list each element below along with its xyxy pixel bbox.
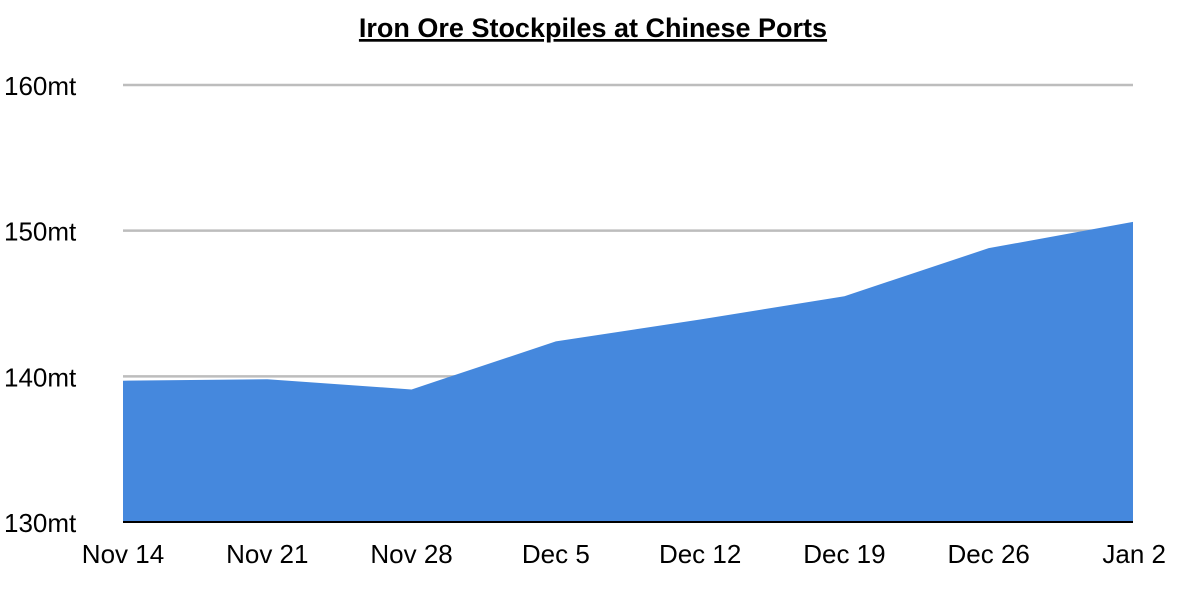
x-tick-label-nov-28: Nov 28: [370, 539, 452, 569]
x-tick-label-dec-19: Dec 19: [803, 539, 885, 569]
x-tick-label-jan-2: Jan 2: [1102, 539, 1166, 569]
plot-area: [120, 219, 1136, 522]
y-axis-tick-labels: 130mt 140mt 150mt 160mt: [4, 71, 77, 538]
x-tick-label-dec-26: Dec 26: [948, 539, 1030, 569]
x-tick-label-nov-21: Nov 21: [226, 539, 308, 569]
x-tick-label-dec-5: Dec 5: [522, 539, 590, 569]
x-tick-label-nov-14: Nov 14: [82, 539, 164, 569]
y-tick-label-150mt: 150mt: [4, 217, 77, 247]
data-point-jan-2: [1130, 219, 1136, 225]
y-tick-label-130mt: 130mt: [4, 508, 77, 538]
y-tick-label-160mt: 160mt: [4, 71, 77, 101]
chart-title: Iron Ore Stockpiles at Chinese Ports: [359, 13, 827, 43]
data-point-dec-26: [986, 245, 992, 251]
x-tick-label-dec-12: Dec 12: [659, 539, 741, 569]
data-point-dec-19: [841, 293, 847, 299]
data-point-dec-12: [697, 317, 703, 323]
data-point-nov-28: [409, 386, 415, 392]
y-tick-label-140mt: 140mt: [4, 362, 77, 392]
data-point-dec-5: [553, 338, 559, 344]
data-point-nov-14: [120, 378, 126, 384]
area-series-0: [123, 221, 1133, 522]
data-point-nov-21: [264, 376, 270, 382]
x-axis-tick-labels: Nov 14 Nov 21 Nov 28 Dec 5 Dec 12 Dec 19 Dec 2…: [82, 539, 1166, 569]
